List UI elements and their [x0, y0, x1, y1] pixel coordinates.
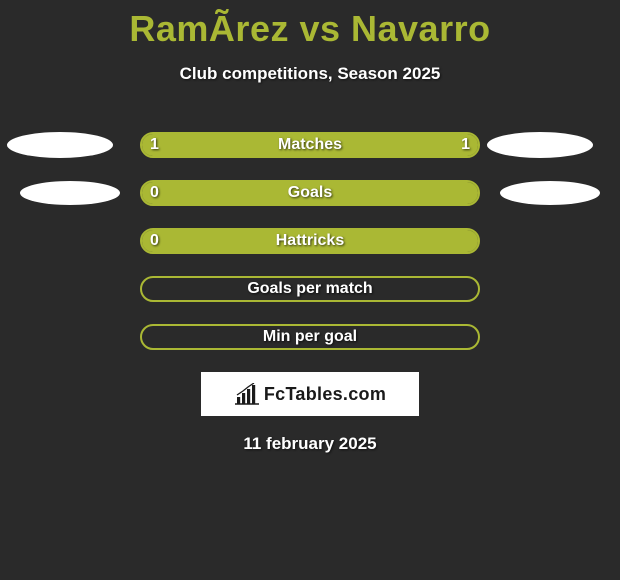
- brand-badge: FcTables.com: [201, 372, 419, 416]
- page-title: RamÃ­rez vs Navarro: [0, 8, 620, 50]
- stat-bar: Hattricks: [140, 228, 480, 254]
- stat-label: Matches: [278, 136, 342, 154]
- player-ellipse-icon: [487, 132, 593, 158]
- comparison-widget: RamÃ­rez vs Navarro Club competitions, S…: [0, 0, 620, 454]
- stat-value-left: 0: [150, 228, 159, 254]
- stat-label: Min per goal: [263, 328, 357, 346]
- stat-row: Matches 1 1: [0, 132, 620, 158]
- stat-bar: Matches: [140, 132, 480, 158]
- bar-chart-icon: [234, 383, 260, 405]
- stat-value-right: 1: [461, 132, 470, 158]
- stat-bar: Goals: [140, 180, 480, 206]
- stat-bar: Min per goal: [140, 324, 480, 350]
- stat-label: Hattricks: [276, 232, 344, 250]
- stat-row: Goals 0: [0, 180, 620, 206]
- stat-label: Goals: [288, 184, 332, 202]
- date-label: 11 february 2025: [0, 434, 620, 454]
- stat-row: Goals per match: [0, 276, 620, 302]
- stat-value-left: 0: [150, 180, 159, 206]
- subtitle: Club competitions, Season 2025: [0, 64, 620, 84]
- stat-row: Hattricks 0: [0, 228, 620, 254]
- stat-row: Min per goal: [0, 324, 620, 350]
- stat-value-left: 1: [150, 132, 159, 158]
- stat-bar: Goals per match: [140, 276, 480, 302]
- player-ellipse-icon: [20, 181, 120, 205]
- stat-rows: Matches 1 1 Goals 0 Hattricks 0 Goals per match…: [0, 132, 620, 350]
- stat-label: Goals per match: [247, 280, 372, 298]
- player-ellipse-icon: [7, 132, 113, 158]
- brand-text: FcTables.com: [264, 384, 386, 405]
- player-ellipse-icon: [500, 181, 600, 205]
